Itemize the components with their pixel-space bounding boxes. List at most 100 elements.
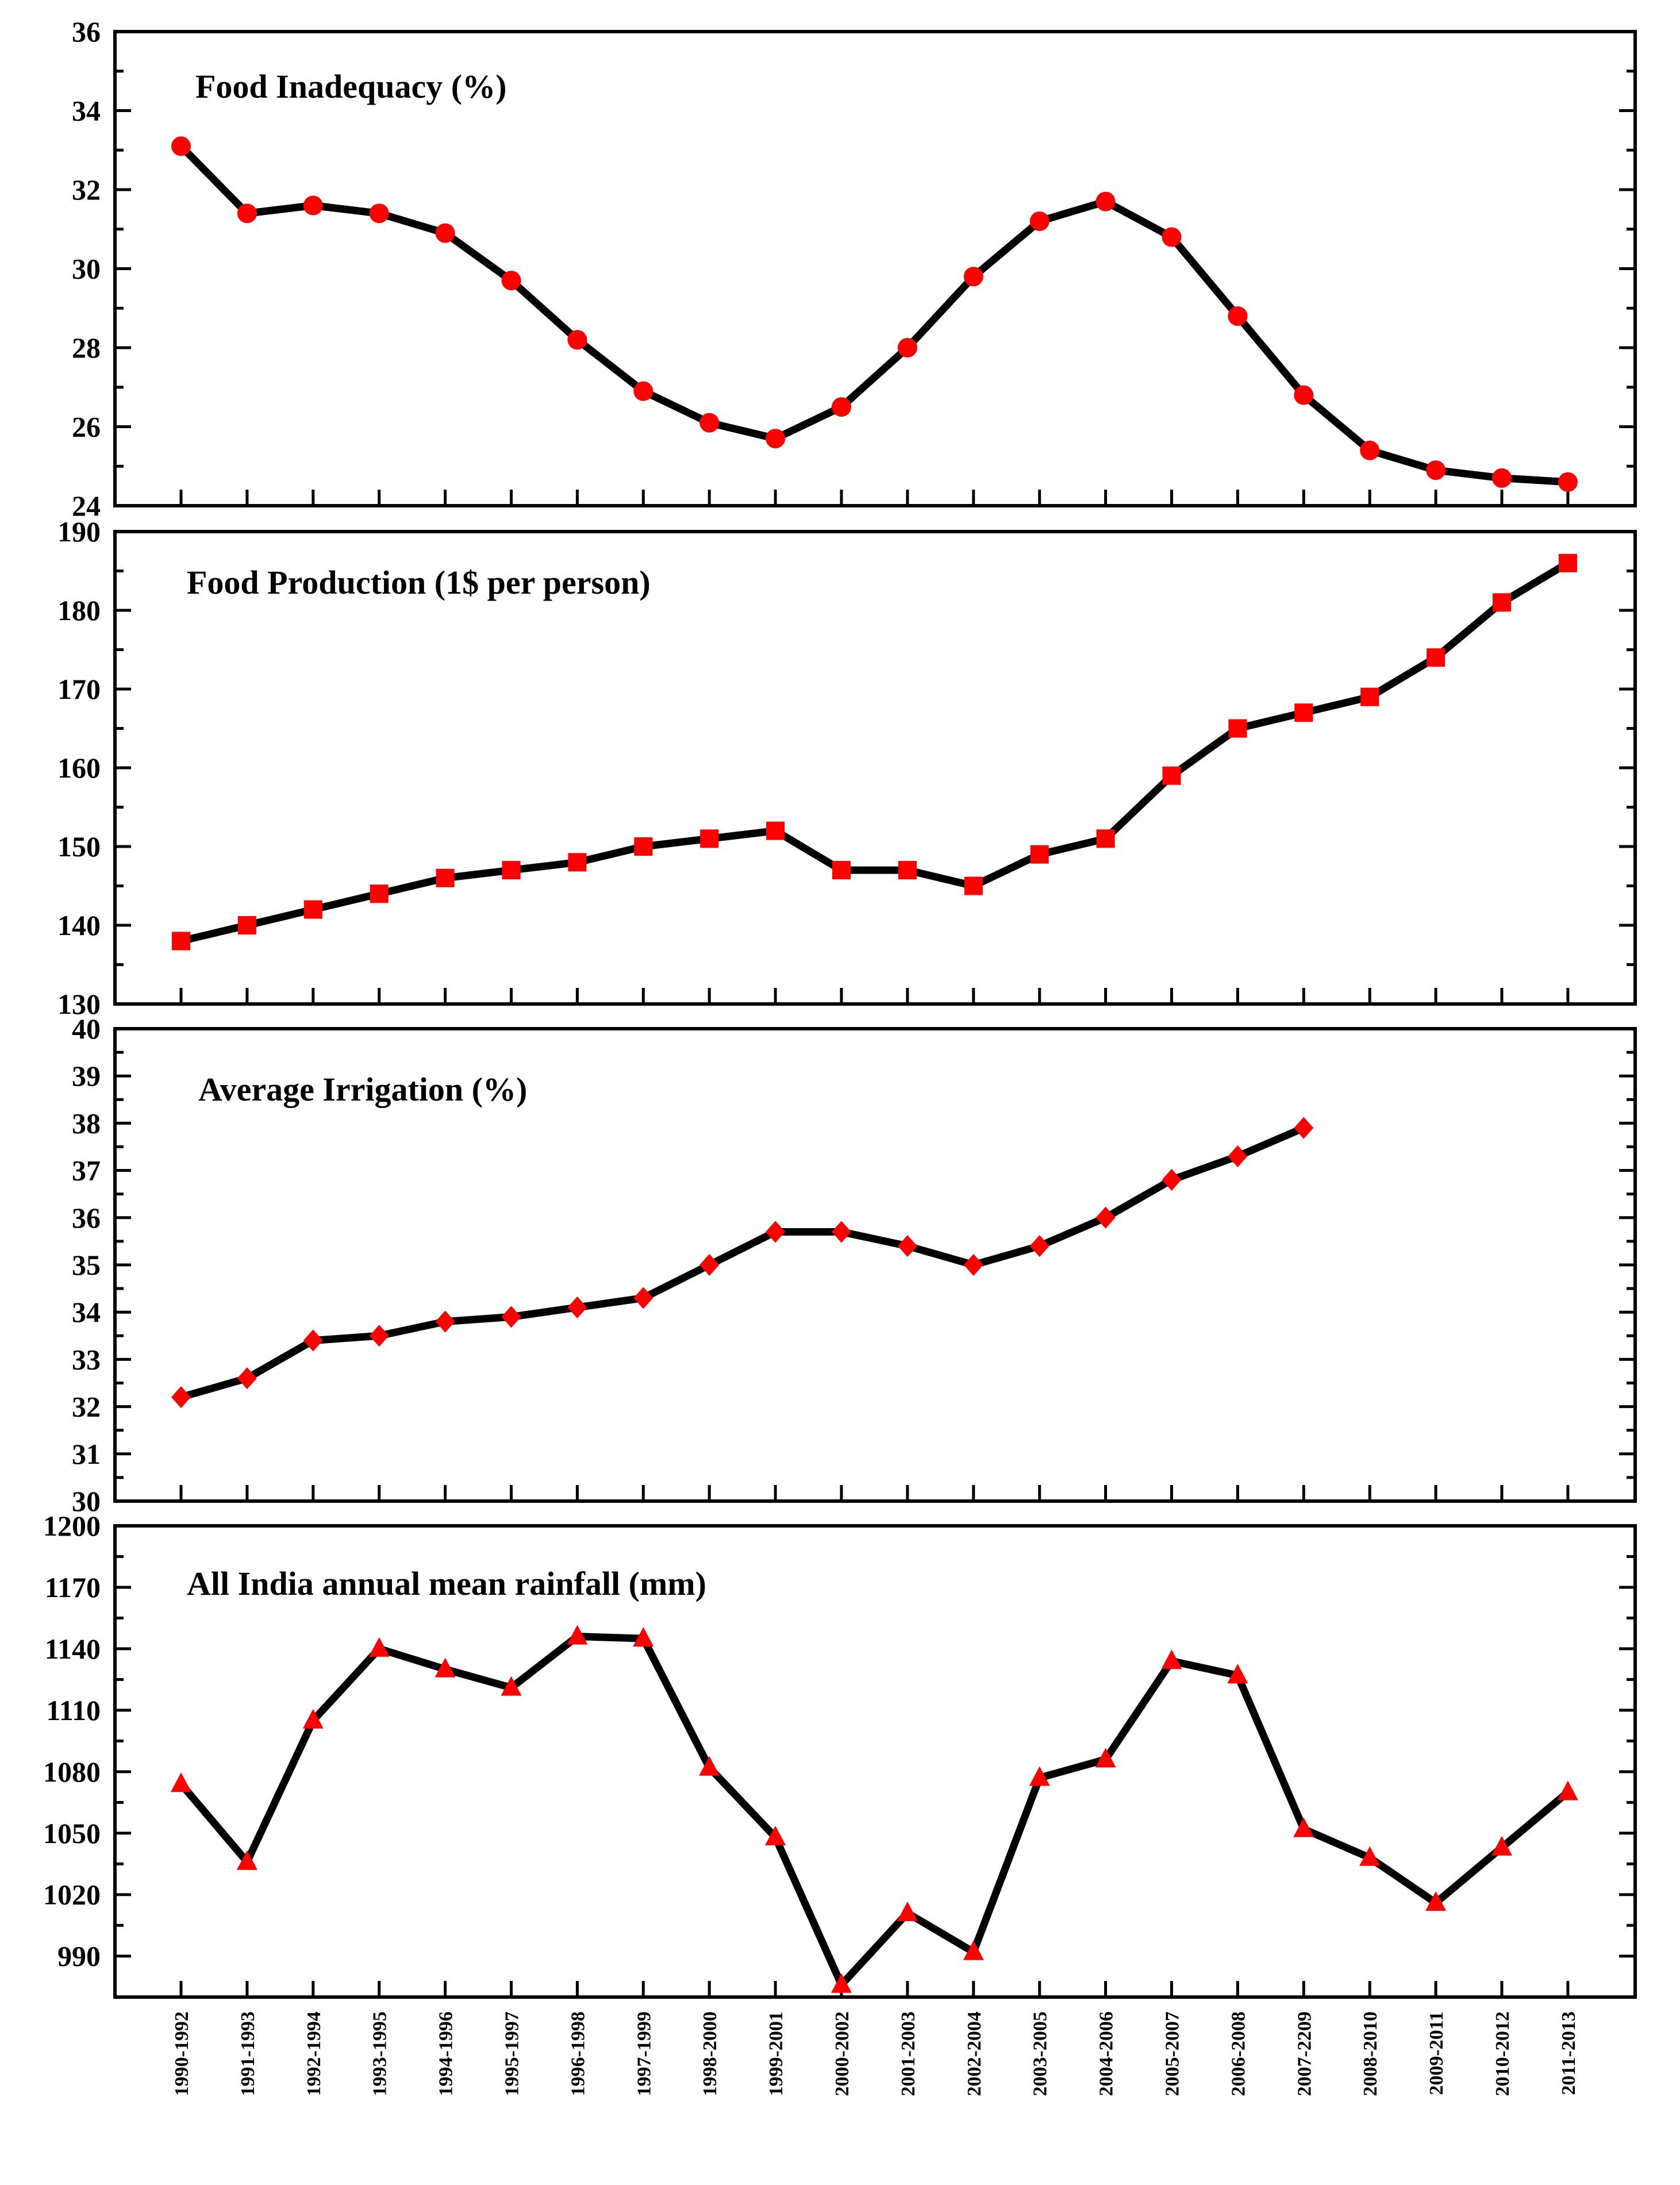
data-point-1997-1999 <box>633 381 653 401</box>
data-point-1992-1994 <box>303 195 323 216</box>
x-tick-label: 2002-2004 <box>964 2011 985 2096</box>
data-point-1997-1999 <box>633 1287 653 1309</box>
y-tick-label: 130 <box>57 988 101 1020</box>
data-point-1995-1997 <box>501 1676 522 1696</box>
y-tick-label: 1200 <box>43 1510 101 1542</box>
y-tick-label: 140 <box>57 909 101 941</box>
data-point-1996-1998 <box>568 853 587 872</box>
x-tick-label: 1996-1998 <box>567 2011 589 2096</box>
data-point-1998-2000 <box>699 1756 720 1776</box>
y-tick-label: 190 <box>57 516 101 548</box>
data-point-1992-1994 <box>303 900 322 919</box>
data-point-2004-2006 <box>1095 1748 1116 1768</box>
data-point-1990-1992 <box>171 1772 191 1792</box>
data-point-1993-1995 <box>370 884 389 903</box>
x-tick-label: 2006-2008 <box>1228 2011 1249 2096</box>
data-point-2010-2012 <box>1491 1836 1512 1856</box>
panel-food-inadequacy: 24 26 28 30 32 34 36 Food Inadequacy (%) <box>72 16 1637 522</box>
data-point-2007-2209 <box>1294 385 1314 405</box>
series-line <box>177 1633 1572 1989</box>
x-tick-label: 1993-1995 <box>370 2011 391 2096</box>
y-tick-label: 39 <box>72 1060 101 1092</box>
y-tick-label: 170 <box>57 673 101 705</box>
data-point-2000-2002 <box>832 861 851 880</box>
data-point-1995-1997 <box>502 861 521 880</box>
panel-rainfall: 990 1020 1050 1080 1110 1140 1170 1200 All India… <box>43 1510 1637 1999</box>
y-tick-label: 36 <box>72 1202 101 1234</box>
data-point-2002-2004 <box>963 1254 983 1276</box>
data-point-1993-1995 <box>369 203 389 224</box>
panel-title: All India annual mean rainfall (mm) <box>187 1565 706 1602</box>
data-point-1990-1992 <box>171 136 191 156</box>
y-tick-label: 34 <box>72 1296 101 1328</box>
y-tick-label: 33 <box>72 1343 101 1375</box>
data-point-1998-2000 <box>699 413 720 433</box>
y-tick-label: 1110 <box>47 1694 101 1726</box>
data-point-2002-2004 <box>963 267 983 287</box>
y-tick-label: 30 <box>72 253 101 285</box>
panel-title: Average Irrigation (%) <box>198 1071 527 1108</box>
x-tick-label: 2008-2010 <box>1360 2011 1381 2096</box>
x-tick-label: 1998-2000 <box>699 2011 721 2096</box>
data-point-2002-2004 <box>964 876 983 895</box>
x-tick-label: 2011-2013 <box>1558 2011 1579 2095</box>
data-point-2010-2012 <box>1492 468 1512 488</box>
data-point-2010-2012 <box>1493 593 1511 612</box>
data-point-1998-2000 <box>699 1254 720 1276</box>
y-tick-label: 24 <box>72 490 101 522</box>
x-tick-label: 1990-1992 <box>171 2011 193 2096</box>
x-tick-label: 2000-2002 <box>832 2011 853 2096</box>
panel-food-production: 130 140 150 160 170 180 190 Food Production (1$… <box>57 516 1637 1020</box>
x-tick-label: 1997-1999 <box>633 2011 655 2096</box>
y-tick-label: 1170 <box>45 1571 101 1603</box>
data-point-2008-2010 <box>1359 1846 1381 1866</box>
x-axis-labels: 1990-1992 1991-1993 1992-1994 1993-1995 1994… <box>171 2011 1579 2096</box>
series-line <box>177 1124 1308 1401</box>
data-point-2008-2010 <box>1360 440 1380 460</box>
y-tick-label: 26 <box>72 411 101 443</box>
data-point-2005-2007 <box>1162 766 1181 785</box>
data-point-2011-2013 <box>1558 472 1578 492</box>
data-point-2001-2003 <box>898 861 917 880</box>
x-tick-label: 2001-2003 <box>898 2011 919 2096</box>
data-point-1994-1996 <box>436 868 455 887</box>
x-tick-label: 1992-1994 <box>303 2011 325 2096</box>
data-point-1999-2001 <box>766 821 785 840</box>
y-tick-label: 28 <box>72 332 101 364</box>
data-point-2007-2209 <box>1294 703 1313 722</box>
x-tick-label: 2005-2007 <box>1162 2011 1183 2096</box>
data-point-1997-1999 <box>634 837 653 856</box>
y-tick-label: 38 <box>72 1107 101 1139</box>
data-point-2004-2006 <box>1095 1206 1116 1229</box>
data-point-1997-1999 <box>633 1627 654 1647</box>
data-point-2005-2007 <box>1162 227 1182 247</box>
data-point-2000-2002 <box>832 1221 851 1243</box>
data-point-1995-1997 <box>501 1306 521 1328</box>
data-point-2003-2005 <box>1030 845 1049 864</box>
data-point-1992-1994 <box>303 1329 323 1352</box>
data-point-2009-2011 <box>1427 648 1446 667</box>
y-tick-label: 35 <box>72 1249 101 1281</box>
y-tick-label: 180 <box>57 594 101 626</box>
y-tick-label: 1140 <box>45 1633 101 1665</box>
data-point-1999-2001 <box>765 1825 786 1845</box>
data-point-2000-2002 <box>832 397 851 417</box>
data-point-2003-2005 <box>1029 1235 1049 1257</box>
x-tick-label: 2003-2005 <box>1030 2011 1051 2096</box>
x-tick-label: 2010-2012 <box>1492 2011 1513 2096</box>
series-line <box>177 559 1572 945</box>
data-point-1999-2001 <box>766 429 786 449</box>
x-tick-label: 2009-2011 <box>1426 2011 1447 2095</box>
data-point-2001-2003 <box>897 1901 918 1921</box>
y-tick-label: 150 <box>57 830 101 863</box>
data-point-1996-1998 <box>567 330 587 350</box>
data-point-1993-1995 <box>368 1637 390 1657</box>
x-tick-label: 1991-1993 <box>237 2011 259 2096</box>
y-tick-label: 36 <box>72 16 101 48</box>
series-line <box>177 142 1572 486</box>
data-point-2011-2013 <box>1558 553 1577 572</box>
plot-frame <box>113 1524 1637 1999</box>
data-point-2006-2008 <box>1227 1664 1248 1684</box>
